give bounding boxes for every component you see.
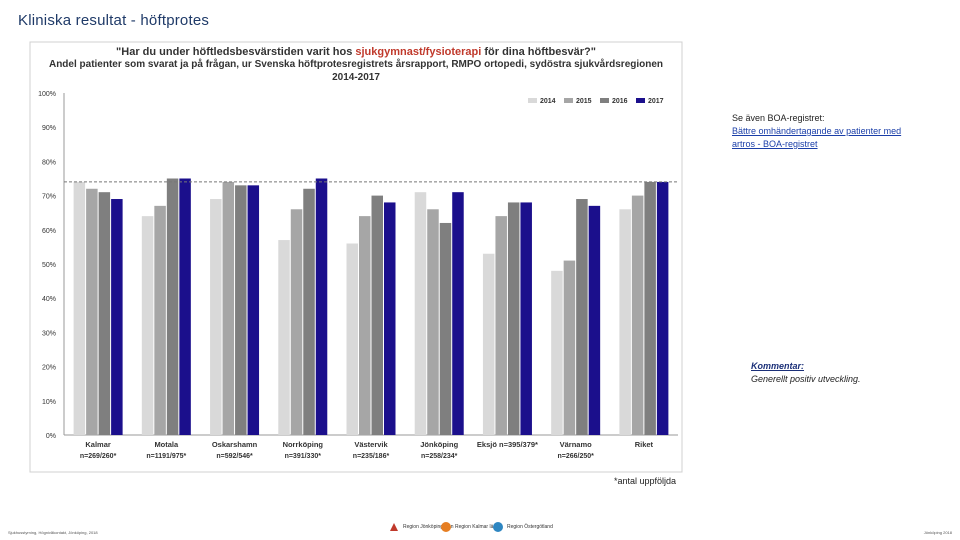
bar-2015-5 <box>427 209 439 435</box>
x-category-sublabel: n=266/250* <box>557 453 594 460</box>
bar-2014-4 <box>346 243 358 435</box>
bar-2015-7 <box>563 260 576 435</box>
logo-region-jonkoping: Region Jönköpings län <box>388 518 454 536</box>
logo-region-ostergotland: Region Östergötland <box>492 518 553 536</box>
footer-right: Jönköping 2018 <box>923 530 952 535</box>
bar-2017-1 <box>179 178 191 435</box>
x-category-label: Västervik <box>354 440 388 449</box>
y-tick-label: 80% <box>42 159 56 166</box>
y-tick-label: 100% <box>38 91 56 98</box>
bar-2017-2 <box>247 185 260 435</box>
legend-swatch-2017 <box>636 98 645 103</box>
y-tick-label: 60% <box>42 228 56 235</box>
bar-2016-5 <box>439 222 452 435</box>
chart-title-pre: "Har du under höftledsbesvärstiden varit… <box>116 46 356 58</box>
bar-2015-1 <box>154 205 166 435</box>
bar-2016-0 <box>98 192 111 435</box>
bar-2016-6 <box>507 202 520 435</box>
side-note-intro: Se även BOA-registret: <box>732 113 825 123</box>
y-tick-label: 70% <box>42 194 56 201</box>
bar-2015-6 <box>495 216 507 435</box>
y-tick-label: 10% <box>42 399 56 406</box>
chart-title-line3: 2014-2017 <box>332 72 380 83</box>
footnote: *antal uppföljda <box>614 476 677 486</box>
legend-label-2015: 2015 <box>576 98 592 105</box>
bar-2016-8 <box>644 181 656 435</box>
legend-label-2014: 2014 <box>540 98 556 105</box>
bar-2017-8 <box>656 181 669 435</box>
logo-label-ostergotland: Region Östergötland <box>507 524 553 530</box>
y-tick-label: 20% <box>42 365 56 372</box>
bar-chart: 0% 10% 20% 30% 40% 50% 60% 70% 80% 90% 100% Kalmar n… <box>29 41 683 473</box>
x-category-sublabel: n=391/330* <box>285 453 322 460</box>
bar-2017-5 <box>452 192 464 435</box>
bar-2014-1 <box>141 216 154 435</box>
bar-2014-2 <box>210 199 222 435</box>
x-category-sublabel: n=258/234* <box>421 453 458 460</box>
legend-swatch-2015 <box>564 98 573 103</box>
bar-2014-8 <box>619 209 631 435</box>
bar-2016-1 <box>166 178 179 435</box>
slide-title: Kliniska resultat - höftprotes <box>18 12 210 29</box>
bar-2017-6 <box>520 202 532 435</box>
bar-2016-2 <box>235 185 247 435</box>
logo-region-kalmar: Region Kalmar län <box>440 518 496 536</box>
legend-swatch-2016 <box>600 98 609 103</box>
x-category-label: Jönköping <box>420 440 458 449</box>
bar-2017-3 <box>315 178 328 435</box>
comment-text: Generellt positiv utveckling. <box>751 374 861 384</box>
x-category-label: Eksjö n=395/379* <box>477 440 538 449</box>
bar-2015-8 <box>631 195 644 435</box>
bar-2016-3 <box>303 188 315 435</box>
bar-2015-4 <box>359 216 371 435</box>
legend-swatch-2014 <box>528 98 537 103</box>
x-category-sublabel: n=235/186* <box>353 453 390 460</box>
x-category-label: Riket <box>635 440 654 449</box>
bar-2015-2 <box>222 181 235 435</box>
comment-box: Kommentar: Generellt positiv utveckling. <box>751 361 931 384</box>
bar-2017-0 <box>111 199 123 435</box>
chart-frame <box>29 41 683 473</box>
bar-2014-6 <box>482 253 495 435</box>
footer-left: Sjukhusstyrning, Högnivåkontakt, Jönköpi… <box>8 530 98 535</box>
bar-2017-7 <box>588 205 601 435</box>
comment-heading: Kommentar: <box>751 361 805 371</box>
y-tick-label: 30% <box>42 330 56 337</box>
chart-title-line2: Andel patienter som svarat ja på frågan,… <box>48 59 664 70</box>
x-category-label: Värnamo <box>560 440 593 449</box>
bar-2015-3 <box>290 209 303 435</box>
y-tick-label: 90% <box>42 125 56 132</box>
region-ostergotland-logo-icon <box>493 522 503 532</box>
chart-title-line1: "Har du under höftledsbesvärstiden varit… <box>36 46 676 58</box>
y-tick-label: 50% <box>42 262 56 269</box>
side-note: Se även BOA-registret: Bättre omhänderta… <box>732 112 922 151</box>
bar-2014-5 <box>414 192 427 435</box>
legend-label-2017: 2017 <box>648 98 664 105</box>
x-category-label: Kalmar <box>85 440 111 449</box>
bar-2016-4 <box>371 195 383 435</box>
region-kalmar-logo-icon <box>441 522 451 532</box>
logo-label-kalmar: Region Kalmar län <box>455 524 497 530</box>
bar-2016-7 <box>576 199 588 435</box>
bar-2017-4 <box>384 202 396 435</box>
chart-title-highlight: sjukgymnast/fysioterapi <box>355 46 482 58</box>
logo-label-jonkoping: Region Jönköpings län <box>403 524 454 530</box>
bar-2015-0 <box>86 188 98 435</box>
x-category-sublabel: n=1191/975* <box>146 453 186 460</box>
bar-2014-3 <box>278 240 290 435</box>
x-category-label: Oskarshamn <box>212 440 258 449</box>
x-category-label: Norrköping <box>283 440 324 449</box>
x-category-sublabel: n=269/260* <box>80 453 117 460</box>
chart-title-post: för dina höftbesvär?" <box>481 46 596 58</box>
bar-2014-7 <box>551 270 563 435</box>
region-jonkoping-logo-icon <box>390 523 398 531</box>
x-category-sublabel: n=592/546* <box>216 453 253 460</box>
bar-2014-0 <box>73 181 86 435</box>
y-tick-label: 40% <box>42 296 56 303</box>
y-tick-label: 0% <box>46 433 56 440</box>
legend-label-2016: 2016 <box>612 98 628 105</box>
x-category-label: Motala <box>154 440 179 449</box>
boa-register-link[interactable]: Bättre omhändertagande av patienter med … <box>732 126 902 149</box>
